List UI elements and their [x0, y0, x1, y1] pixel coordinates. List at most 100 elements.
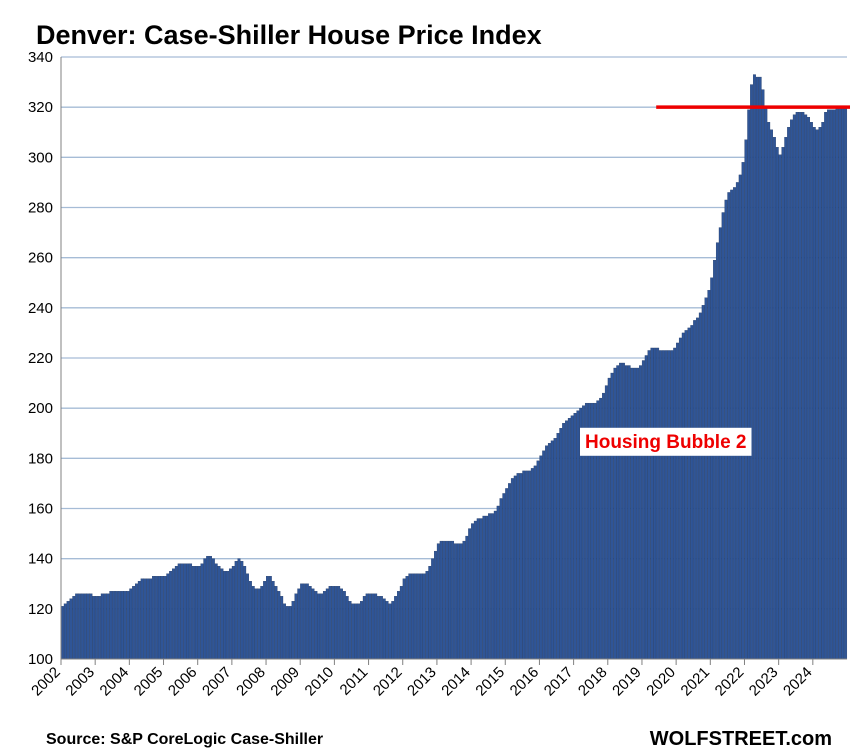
- bar: [545, 445, 549, 660]
- bar: [172, 568, 175, 660]
- bar: [379, 596, 383, 660]
- bar: [650, 347, 654, 660]
- bar: [271, 581, 275, 660]
- bar: [166, 573, 170, 660]
- bar: [707, 290, 711, 660]
- bar: [266, 576, 269, 660]
- bar: [733, 187, 736, 660]
- bar: [394, 596, 398, 660]
- bar: [368, 593, 372, 660]
- bar: [112, 591, 116, 660]
- bar: [838, 106, 842, 660]
- bar: [308, 586, 312, 660]
- bar: [348, 601, 352, 660]
- x-tick-label: 2007: [199, 664, 235, 700]
- bar: [63, 603, 67, 660]
- bar: [371, 593, 375, 660]
- bar: [314, 591, 318, 660]
- bar: [291, 601, 295, 660]
- bar: [106, 593, 110, 660]
- bar: [397, 591, 400, 660]
- bar: [476, 518, 480, 660]
- bar: [191, 566, 195, 660]
- bar: [211, 558, 215, 660]
- bar: [641, 360, 645, 660]
- bar: [283, 603, 287, 660]
- y-tick-label: 120: [28, 601, 53, 618]
- bar: [135, 583, 138, 660]
- bar: [573, 413, 577, 660]
- bar: [177, 563, 181, 660]
- bar: [559, 428, 563, 660]
- x-tick-label: 2012: [370, 664, 406, 700]
- y-tick-label: 240: [28, 300, 53, 317]
- bar: [428, 566, 432, 660]
- bar: [220, 568, 224, 660]
- x-tick-label: 2019: [609, 664, 645, 700]
- bar: [821, 122, 825, 660]
- x-tick-label: 2010: [302, 664, 338, 700]
- bar: [755, 76, 759, 660]
- x-tick-label: 2024: [780, 664, 816, 700]
- bar: [730, 189, 734, 660]
- annotation-label: Housing Bubble 2: [585, 432, 747, 453]
- bar: [513, 475, 517, 660]
- y-tick-label: 280: [28, 200, 53, 217]
- bar: [630, 367, 634, 660]
- bar: [103, 593, 107, 660]
- y-tick-label: 220: [28, 350, 53, 367]
- y-tick-label: 200: [28, 400, 53, 417]
- bar: [399, 586, 403, 660]
- bar: [194, 566, 198, 660]
- bar: [673, 347, 677, 660]
- bar: [687, 327, 691, 660]
- bar: [522, 470, 526, 660]
- bar: [684, 330, 688, 660]
- bar: [78, 593, 81, 660]
- bar: [169, 571, 173, 660]
- x-tick-label: 2022: [712, 664, 748, 700]
- x-tick-label: 2023: [746, 664, 782, 700]
- bar: [160, 576, 164, 660]
- x-tick-label: 2011: [337, 664, 372, 699]
- x-tick-label: 2013: [404, 664, 440, 700]
- bar: [140, 578, 144, 660]
- bar: [243, 566, 247, 660]
- x-tick-label: 2020: [643, 664, 679, 700]
- bar: [382, 598, 386, 660]
- bar: [624, 365, 628, 660]
- bar: [530, 468, 534, 660]
- x-tick-label: 2009: [267, 664, 303, 700]
- bar: [516, 473, 520, 660]
- bar: [260, 586, 264, 660]
- bar: [280, 596, 284, 660]
- bar: [690, 325, 694, 660]
- y-tick-label: 340: [28, 49, 53, 66]
- gridlines: [61, 56, 847, 610]
- bar: [562, 423, 566, 660]
- bar: [835, 106, 839, 660]
- bar: [234, 560, 238, 660]
- bar: [633, 367, 637, 660]
- bar: [781, 147, 785, 660]
- bar: [100, 593, 104, 660]
- bar: [320, 593, 324, 660]
- bar: [226, 571, 230, 660]
- bar: [841, 106, 845, 660]
- bar: [132, 586, 136, 660]
- bar: [419, 573, 423, 660]
- bar: [619, 362, 623, 660]
- bar: [200, 563, 204, 660]
- bar: [576, 410, 580, 660]
- y-tick-label: 140: [28, 551, 53, 568]
- bar: [149, 578, 153, 660]
- bar: [750, 84, 754, 660]
- bar: [186, 563, 190, 660]
- bar: [402, 578, 406, 660]
- annotation-group: Housing Bubble 2: [580, 427, 752, 456]
- y-tick-label: 160: [28, 501, 53, 518]
- bar: [536, 460, 540, 660]
- bar: [738, 174, 742, 660]
- x-tick-label: 2017: [541, 664, 577, 700]
- bar: [345, 596, 349, 660]
